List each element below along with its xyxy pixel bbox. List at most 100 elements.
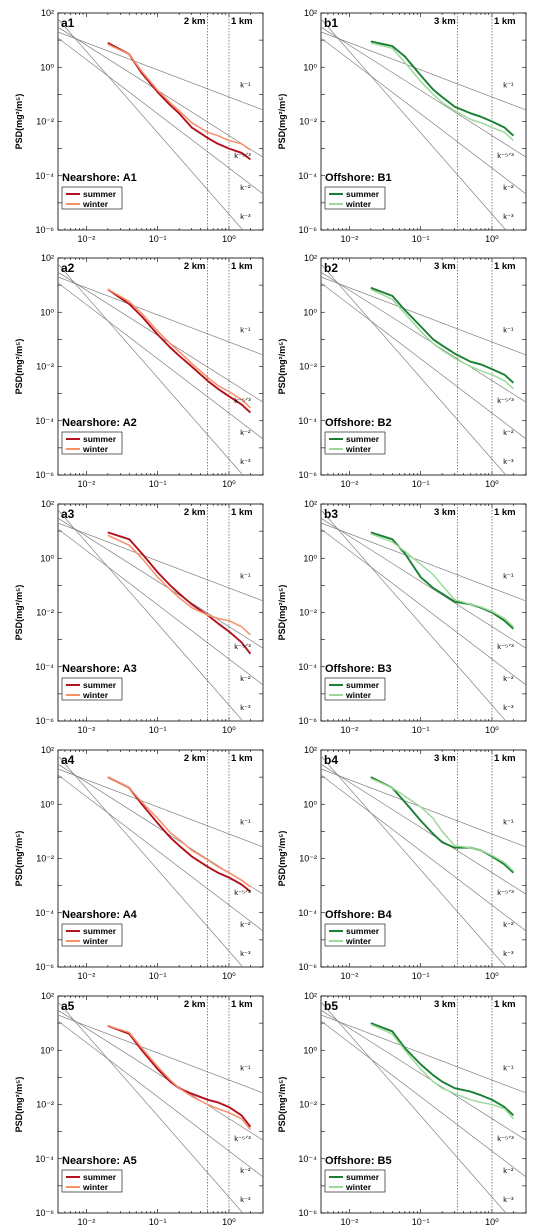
y-tick-label: 10⁻² xyxy=(36,854,54,864)
series-line-summer xyxy=(107,288,252,414)
scale-label: 2 km xyxy=(184,16,206,27)
panel-label: b2 xyxy=(324,261,338,275)
y-tick-label: 10² xyxy=(304,745,317,755)
slope-label: k⁻⁵ᐟ³ xyxy=(497,396,514,405)
reference-slope-line xyxy=(321,263,507,475)
slope-label: k⁻² xyxy=(240,1166,251,1175)
scale-label: 2 km xyxy=(184,753,206,764)
reference-slope-line xyxy=(321,282,526,440)
x-tick-label: 10⁰ xyxy=(222,971,236,981)
series-line-winter xyxy=(370,288,514,390)
x-tick-label: 10⁻¹ xyxy=(412,725,430,735)
reference-slope-line xyxy=(321,1009,526,1141)
panel-a2: 10⁻⁶ 10⁻⁴ 10⁻² 10⁰ 10² 10⁻² 10⁻¹ 10⁰ PSD(mg²/m⁵)… xyxy=(14,253,264,489)
y-tick-label: 10⁻⁶ xyxy=(299,225,318,235)
x-tick-label: 10⁻² xyxy=(340,971,358,981)
station-title: Offshore: B3 xyxy=(325,663,392,675)
legend-label: summer xyxy=(346,1172,380,1182)
legend-label: winter xyxy=(82,1182,109,1192)
panel-label: b4 xyxy=(324,753,338,767)
slope-label: k⁻³ xyxy=(503,1195,514,1204)
slope-label: k⁻³ xyxy=(503,949,514,958)
scale-label: 2 km xyxy=(184,999,206,1010)
reference-slope-line xyxy=(58,282,263,440)
x-tick-label: 10⁰ xyxy=(485,479,499,489)
y-tick-label: 10⁰ xyxy=(40,307,54,317)
y-tick-label: 10⁻² xyxy=(299,117,317,127)
reference-slope-line xyxy=(58,509,244,721)
x-tick-label: 10⁰ xyxy=(485,234,499,244)
y-tick-label: 10⁰ xyxy=(303,62,317,72)
y-axis-label: PSD(mg²/m⁵) xyxy=(14,1077,24,1133)
reference-slope-line xyxy=(58,528,263,686)
reference-slope-line xyxy=(321,276,526,356)
slope-label: k⁻² xyxy=(240,428,251,437)
series-line-summer xyxy=(370,1022,515,1116)
x-tick-label: 10⁻¹ xyxy=(412,1217,430,1227)
x-tick-label: 10⁰ xyxy=(222,1217,236,1227)
series-line-summer xyxy=(107,776,251,893)
y-tick-label: 10⁻⁶ xyxy=(36,1208,55,1218)
slope-label: k⁻³ xyxy=(503,212,514,221)
y-axis-label: PSD(mg²/m⁵) xyxy=(277,339,287,395)
slope-label: k⁻² xyxy=(503,920,514,929)
x-tick-label: 10⁻¹ xyxy=(149,971,167,981)
legend-label: winter xyxy=(345,936,372,946)
y-tick-label: 10⁰ xyxy=(40,62,54,72)
series-line-winter xyxy=(107,43,251,151)
y-axis-label: PSD(mg²/m⁵) xyxy=(14,585,24,641)
panel-label: b5 xyxy=(324,999,338,1013)
plot-area xyxy=(58,504,263,721)
legend-label: summer xyxy=(83,680,117,690)
reference-slope-line xyxy=(58,1014,263,1094)
series-line-winter xyxy=(107,288,251,409)
series-line-winter xyxy=(370,1023,514,1120)
y-axis-label: PSD(mg²/m⁵) xyxy=(14,339,24,395)
panel-label: b1 xyxy=(324,16,338,30)
y-tick-label: 10⁻⁴ xyxy=(298,171,317,181)
slope-label: k⁻⁵ᐟ³ xyxy=(234,888,251,897)
slope-label: k⁻³ xyxy=(240,1195,251,1204)
x-tick-label: 10⁰ xyxy=(485,971,499,981)
y-tick-label: 10⁻² xyxy=(299,1100,317,1110)
series-line-summer xyxy=(107,41,251,161)
panel-b4: 10⁻⁶ 10⁻⁴ 10⁻² 10⁰ 10² 10⁻² 10⁻¹ 10⁰ PSD(mg²/m⁵)… xyxy=(277,745,527,981)
reference-slope-line xyxy=(58,37,263,195)
legend-label: summer xyxy=(83,189,117,199)
scale-label: 3 km xyxy=(434,753,456,764)
x-tick-label: 10⁰ xyxy=(222,725,236,735)
x-tick-label: 10⁻² xyxy=(77,1217,95,1227)
y-tick-label: 10² xyxy=(304,991,317,1001)
x-tick-label: 10⁻¹ xyxy=(412,234,430,244)
reference-slope-line xyxy=(321,517,526,649)
slope-label: k⁻¹ xyxy=(240,80,251,89)
reference-slope-line xyxy=(321,1014,526,1094)
legend-label: winter xyxy=(82,936,109,946)
slope-label: k⁻² xyxy=(240,674,251,683)
slope-label: k⁻² xyxy=(503,674,514,683)
reference-slope-line xyxy=(321,763,526,895)
slope-label: k⁻¹ xyxy=(240,325,251,334)
panel-b3: 10⁻⁶ 10⁻⁴ 10⁻² 10⁰ 10² 10⁻² 10⁻¹ 10⁰ PSD(mg²/m⁵)… xyxy=(277,499,527,735)
y-tick-label: 10⁻⁶ xyxy=(36,225,55,235)
y-tick-label: 10² xyxy=(41,991,54,1001)
plot-area xyxy=(321,750,526,967)
y-tick-label: 10⁻⁴ xyxy=(298,908,317,918)
reference-slope-line xyxy=(321,509,507,721)
station-title: Nearshore: A4 xyxy=(62,909,138,921)
legend-label: winter xyxy=(345,690,372,700)
plot-area xyxy=(58,258,263,475)
slope-label: k⁻⁵ᐟ³ xyxy=(234,151,251,160)
reference-slope-line xyxy=(321,522,526,602)
slope-label: k⁻¹ xyxy=(240,1063,251,1072)
reference-slope-line xyxy=(58,755,244,967)
y-tick-label: 10⁻² xyxy=(299,608,317,618)
x-tick-label: 10⁻¹ xyxy=(149,479,167,489)
reference-slope-line xyxy=(58,1001,244,1213)
reference-slope-line xyxy=(58,768,263,848)
scale-label: 2 km xyxy=(184,507,206,518)
y-tick-label: 10⁻⁶ xyxy=(299,470,318,480)
legend-label: summer xyxy=(83,926,117,936)
scale-label: 3 km xyxy=(434,261,456,272)
